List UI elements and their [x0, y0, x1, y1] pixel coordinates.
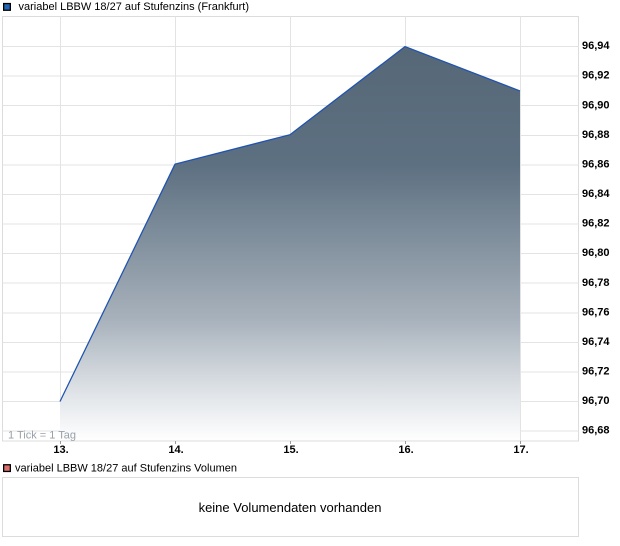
svg-text:96,80: 96,80	[582, 247, 610, 259]
svg-text:14.: 14.	[168, 444, 183, 456]
svg-text:variabel LBBW 18/27 auf Stufen: variabel LBBW 18/27 auf Stufenzins Volum…	[15, 463, 237, 475]
svg-text:96,92: 96,92	[582, 70, 610, 82]
svg-text:96,78: 96,78	[582, 277, 610, 289]
svg-text:96,72: 96,72	[582, 366, 610, 378]
svg-text:96,74: 96,74	[582, 336, 610, 348]
svg-text:96,76: 96,76	[582, 306, 610, 318]
svg-text:13.: 13.	[53, 444, 68, 456]
svg-text:96,84: 96,84	[582, 188, 610, 200]
svg-text:96,82: 96,82	[582, 218, 610, 230]
svg-text:keine Volumendaten vorhanden: keine Volumendaten vorhanden	[199, 500, 382, 515]
svg-text:96,90: 96,90	[582, 99, 610, 111]
svg-text:96,94: 96,94	[582, 40, 610, 52]
svg-text:96,88: 96,88	[582, 129, 610, 141]
svg-text:17.: 17.	[513, 444, 528, 456]
svg-text:1 Tick = 1 Tag: 1 Tick = 1 Tag	[8, 430, 76, 442]
svg-text:96,86: 96,86	[582, 158, 610, 170]
svg-text:15.: 15.	[283, 444, 298, 456]
svg-text:96,68: 96,68	[582, 425, 610, 437]
svg-text:variabel LBBW 18/27 auf Stufen: variabel LBBW 18/27 auf Stufenzins (Fran…	[19, 1, 250, 13]
svg-text:96,70: 96,70	[582, 395, 610, 407]
svg-text:16.: 16.	[398, 444, 413, 456]
